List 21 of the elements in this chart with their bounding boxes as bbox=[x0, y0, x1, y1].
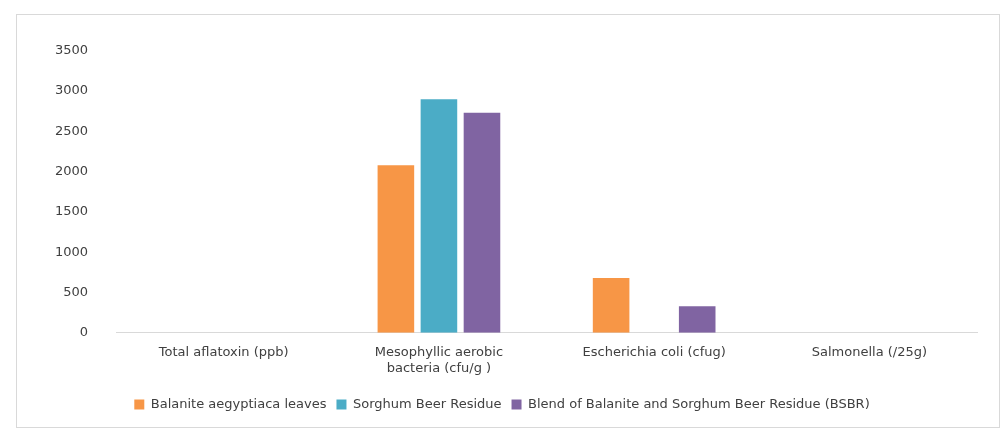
bar bbox=[463, 112, 501, 333]
y-tick-label: 1000 bbox=[54, 243, 89, 259]
category-label: Mesophyllic aerobic bbox=[374, 343, 504, 359]
category-label: Escherichia coli (cfug) bbox=[582, 343, 726, 359]
legend-label: Blend of Balanite and Sorghum Beer Residue (BSBR) bbox=[528, 395, 870, 411]
y-tick-label: 0 bbox=[79, 324, 89, 340]
legend-label: Sorghum Beer Residue bbox=[352, 395, 502, 411]
y-tick-label: 500 bbox=[63, 283, 89, 299]
y-tick-label: 1500 bbox=[54, 203, 89, 219]
legend-label: Balanite aegyptiaca leaves bbox=[150, 395, 327, 411]
bar bbox=[377, 165, 415, 333]
y-tick-label: 3500 bbox=[54, 42, 89, 58]
y-tick-label: 2000 bbox=[54, 163, 89, 179]
bar bbox=[678, 306, 716, 333]
category-label: Salmonella (/25g) bbox=[811, 343, 928, 359]
y-tick-label: 3000 bbox=[54, 82, 89, 98]
category-label: bacteria (cfu/g ) bbox=[386, 359, 492, 375]
bar bbox=[420, 99, 458, 333]
category-label: Total aflatoxin (ppb) bbox=[158, 343, 289, 359]
y-tick-label: 2500 bbox=[54, 122, 89, 138]
bar bbox=[592, 278, 630, 333]
